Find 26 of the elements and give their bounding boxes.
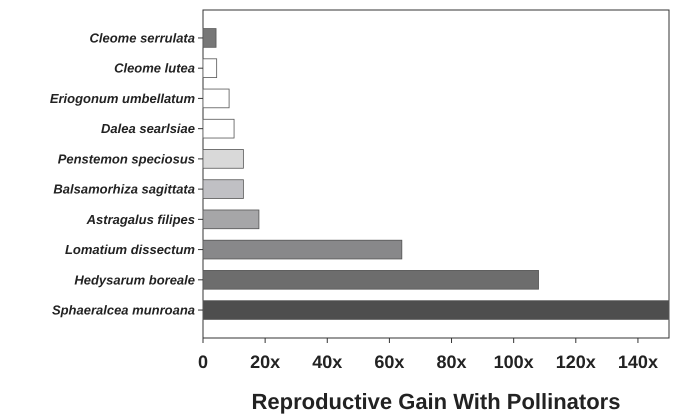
y-tick-label: Cleome serrulata — [90, 30, 195, 46]
bar — [202, 300, 670, 320]
x-tick-label: 60x — [374, 352, 404, 372]
x-tick-label: 100x — [494, 352, 534, 372]
y-tick-label: Cleome lutea — [114, 60, 195, 76]
x-tick-label: 0 — [198, 352, 208, 372]
y-tick-label: Hedysarum boreale — [74, 272, 195, 288]
x-tick-label: 40x — [312, 352, 342, 372]
bar — [202, 179, 244, 199]
x-tick-label: 140x — [618, 352, 658, 372]
bar — [202, 210, 260, 230]
bar — [202, 149, 244, 169]
x-tick-label: 120x — [556, 352, 596, 372]
x-tick-label: 20x — [250, 352, 280, 372]
bar — [202, 28, 216, 48]
y-tick-label: Dalea searlsiae — [101, 121, 195, 136]
x-tick-label: 80x — [436, 352, 467, 372]
bar — [202, 270, 539, 290]
y-tick-label: Balsamorhiza sagittata — [53, 182, 195, 197]
y-tick-label: Sphaeralcea munroana — [52, 302, 195, 318]
y-tick-label: Eriogonum umbellatum — [50, 90, 196, 106]
y-tick-label: Penstemon speciosus — [58, 151, 195, 166]
x-axis-title: Reproductive Gain With Pollinators — [252, 389, 620, 414]
y-tick-label: Astragalus filipes — [86, 212, 195, 227]
bar — [202, 240, 402, 260]
y-tick-label: Lomatium dissectum — [64, 242, 196, 258]
